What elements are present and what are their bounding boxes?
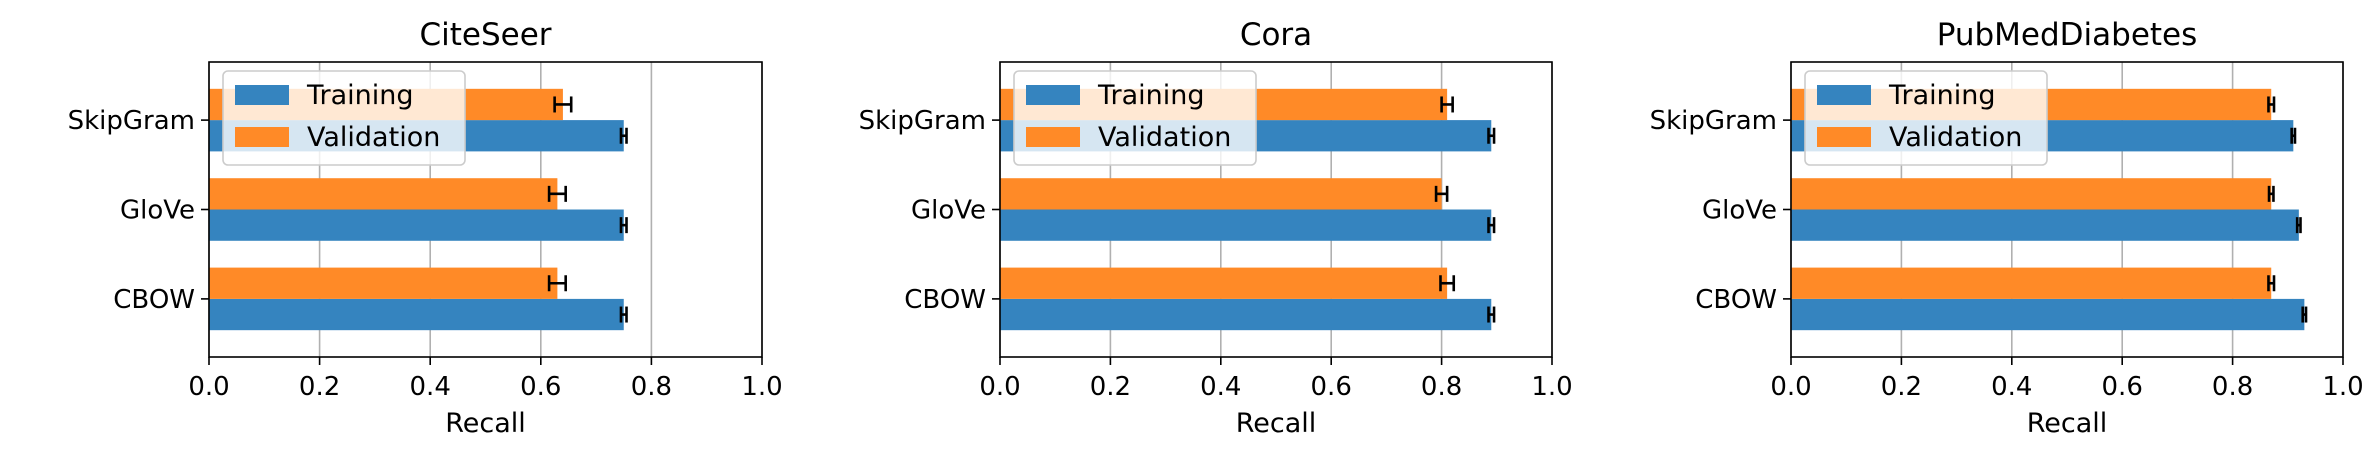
y-tick-label: CBOW bbox=[904, 285, 986, 315]
x-tick-label: 0.8 bbox=[631, 372, 672, 402]
x-tick-label: 0.6 bbox=[2102, 372, 2143, 402]
legend: Training Validation bbox=[222, 70, 466, 166]
x-tick-label: 0.8 bbox=[1421, 372, 1462, 402]
x-axis-label: Recall bbox=[1236, 408, 1317, 439]
legend-swatch-training bbox=[1026, 85, 1080, 105]
x-axis-label: Recall bbox=[445, 408, 526, 439]
legend: Training Validation bbox=[1804, 70, 2048, 166]
x-tick-label: 0.4 bbox=[1200, 372, 1241, 402]
legend-label-validation: Validation bbox=[1889, 122, 2022, 153]
x-tick-label: 0.4 bbox=[410, 372, 451, 402]
x-tick-label: 0.8 bbox=[2212, 372, 2253, 402]
error-bar bbox=[619, 306, 628, 323]
error-bar bbox=[547, 185, 567, 202]
bar-validation-cbow bbox=[1791, 267, 2272, 299]
legend-label-validation: Validation bbox=[1098, 122, 1231, 153]
legend-swatch-validation bbox=[1026, 127, 1080, 147]
bar-training-cbow bbox=[1791, 298, 2305, 331]
error-bar bbox=[1434, 185, 1449, 202]
x-tick-label: 0.2 bbox=[299, 372, 340, 402]
error-bar bbox=[619, 127, 628, 144]
y-tick-label: GloVe bbox=[120, 196, 195, 226]
chart-title: PubMedDiabetes bbox=[1937, 17, 2198, 53]
error-bar bbox=[2301, 306, 2308, 323]
y-tick-label: SkipGram bbox=[859, 106, 986, 136]
error-bar bbox=[1440, 96, 1454, 113]
y-tick-label: SkipGram bbox=[68, 106, 195, 136]
error-bar bbox=[1487, 217, 1496, 234]
bar-validation-glove bbox=[1791, 178, 2272, 210]
x-tick-label: 0.2 bbox=[1090, 372, 1131, 402]
x-tick-label: 0.0 bbox=[979, 372, 1020, 402]
chart-panel-2: SkipGram GloVe CBOW 0.0 0.2 0.4 0.6 0.8 1.0 Cora R… bbox=[859, 17, 1573, 439]
x-axis-label: Recall bbox=[2027, 408, 2108, 439]
legend: Training Validation bbox=[1013, 70, 1257, 166]
error-bar bbox=[2290, 127, 2297, 144]
legend-label-training: Training bbox=[306, 80, 414, 111]
x-tick-label: 1.0 bbox=[741, 372, 782, 402]
x-tick-label: 0.2 bbox=[1881, 372, 1922, 402]
x-tick-label: 0.0 bbox=[1770, 372, 1811, 402]
legend-swatch-validation bbox=[235, 127, 289, 147]
error-bar bbox=[619, 217, 628, 234]
x-tick-label: 0.4 bbox=[1991, 372, 2032, 402]
bar-training-glove bbox=[1000, 209, 1492, 241]
plot-frame bbox=[1790, 61, 2344, 358]
error-bar bbox=[1487, 306, 1496, 323]
legend-label-validation: Validation bbox=[307, 122, 440, 153]
error-bar bbox=[553, 96, 573, 113]
y-tick-label: SkipGram bbox=[1650, 106, 1777, 136]
legend-swatch-training bbox=[1817, 85, 1871, 105]
legend-label-training: Training bbox=[1097, 80, 1205, 111]
bar-training-glove bbox=[209, 209, 624, 241]
bar-training-cbow bbox=[209, 298, 624, 331]
legend-swatch-validation bbox=[1817, 127, 1871, 147]
x-tick-label: 0.6 bbox=[1311, 372, 1352, 402]
bar-validation-glove bbox=[209, 178, 558, 210]
x-tick-label: 1.0 bbox=[1531, 372, 1572, 402]
chart-title: Cora bbox=[1240, 17, 1312, 53]
x-tick-label: 0.0 bbox=[188, 372, 229, 402]
bar-training-cbow bbox=[1000, 298, 1492, 331]
plot-frame bbox=[208, 61, 763, 358]
bar-training-glove bbox=[1791, 209, 2299, 241]
bar-validation-cbow bbox=[1000, 267, 1448, 299]
error-bar bbox=[2267, 96, 2276, 113]
y-tick-label: CBOW bbox=[1695, 285, 1777, 315]
plot-frame bbox=[999, 61, 1553, 358]
x-tick-label: 0.6 bbox=[520, 372, 561, 402]
bar-validation-glove bbox=[1000, 178, 1442, 210]
error-bar bbox=[2295, 217, 2302, 234]
y-tick-label: CBOW bbox=[113, 285, 195, 315]
chart-title: CiteSeer bbox=[419, 17, 551, 53]
error-bar bbox=[547, 275, 567, 292]
x-tick-label: 1.0 bbox=[2322, 372, 2363, 402]
chart-panel-3: SkipGram GloVe CBOW 0.0 0.2 0.4 0.6 0.8 1.0 PubMe… bbox=[1650, 17, 2364, 439]
legend-label-training: Training bbox=[1888, 80, 1996, 111]
error-bar bbox=[1487, 127, 1496, 144]
bar-validation-cbow bbox=[209, 267, 558, 299]
y-tick-label: GloVe bbox=[1702, 196, 1777, 226]
chart-panel-1: SkipGram GloVe CBOW 0.0 0.2 0.4 0.6 0.8 1.0 CiteS… bbox=[68, 17, 783, 439]
legend-swatch-training bbox=[235, 85, 289, 105]
y-tick-label: GloVe bbox=[911, 196, 986, 226]
error-bar bbox=[1439, 275, 1456, 292]
error-bar bbox=[2267, 185, 2275, 202]
error-bar bbox=[2267, 275, 2276, 292]
